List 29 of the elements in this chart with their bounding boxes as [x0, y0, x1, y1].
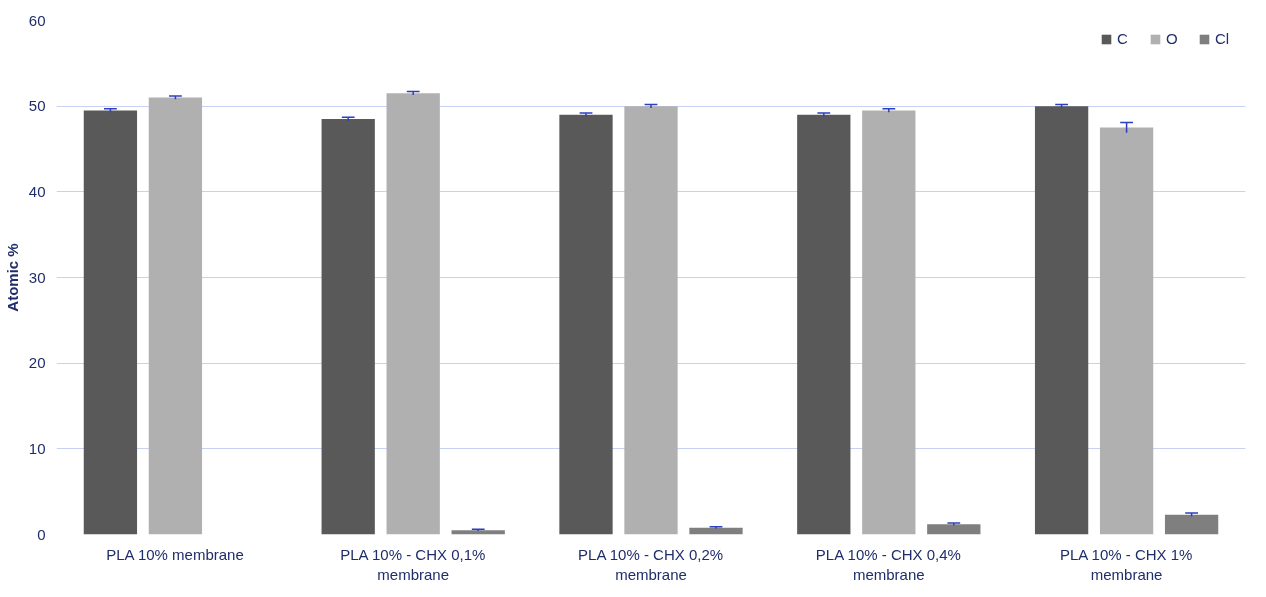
- bar: [1034, 106, 1089, 535]
- bar: [927, 524, 981, 535]
- x-tick-label: PLA 10% - CHX 0,2% membrane: [578, 545, 724, 583]
- legend-label: C: [1117, 30, 1129, 47]
- x-tick-label: PLA 10% membrane: [106, 545, 244, 563]
- bar: [1099, 127, 1154, 535]
- legend-label: O: [1166, 30, 1179, 47]
- bar: [1164, 514, 1219, 535]
- x-tick-label: PLA 10% - CHX 1% membrane: [1059, 545, 1193, 583]
- y-axis-title: Atomic %: [3, 243, 21, 312]
- bar: [862, 110, 916, 535]
- bar: [321, 119, 375, 535]
- bar: [559, 114, 613, 535]
- y-tick-label: 50: [28, 97, 46, 115]
- y-tick-label: 20: [28, 354, 46, 372]
- y-tick-label: 0: [37, 525, 46, 543]
- x-tick-label: PLA 10% - CHX 0,1% membrane: [340, 545, 486, 583]
- bar: [386, 93, 440, 535]
- y-tick-label: 60: [28, 11, 46, 29]
- bar: [148, 97, 203, 535]
- bar: [797, 114, 851, 535]
- bar: [83, 110, 138, 535]
- y-tick-label: 30: [28, 268, 46, 286]
- bar: [451, 530, 505, 535]
- legend-label: Cl: [1215, 30, 1231, 47]
- y-tick-label: 40: [28, 182, 46, 200]
- bar: [624, 106, 678, 535]
- y-tick-label: 10: [28, 439, 46, 457]
- x-tick-label: PLA 10% - CHX 0,4% membrane: [815, 545, 961, 583]
